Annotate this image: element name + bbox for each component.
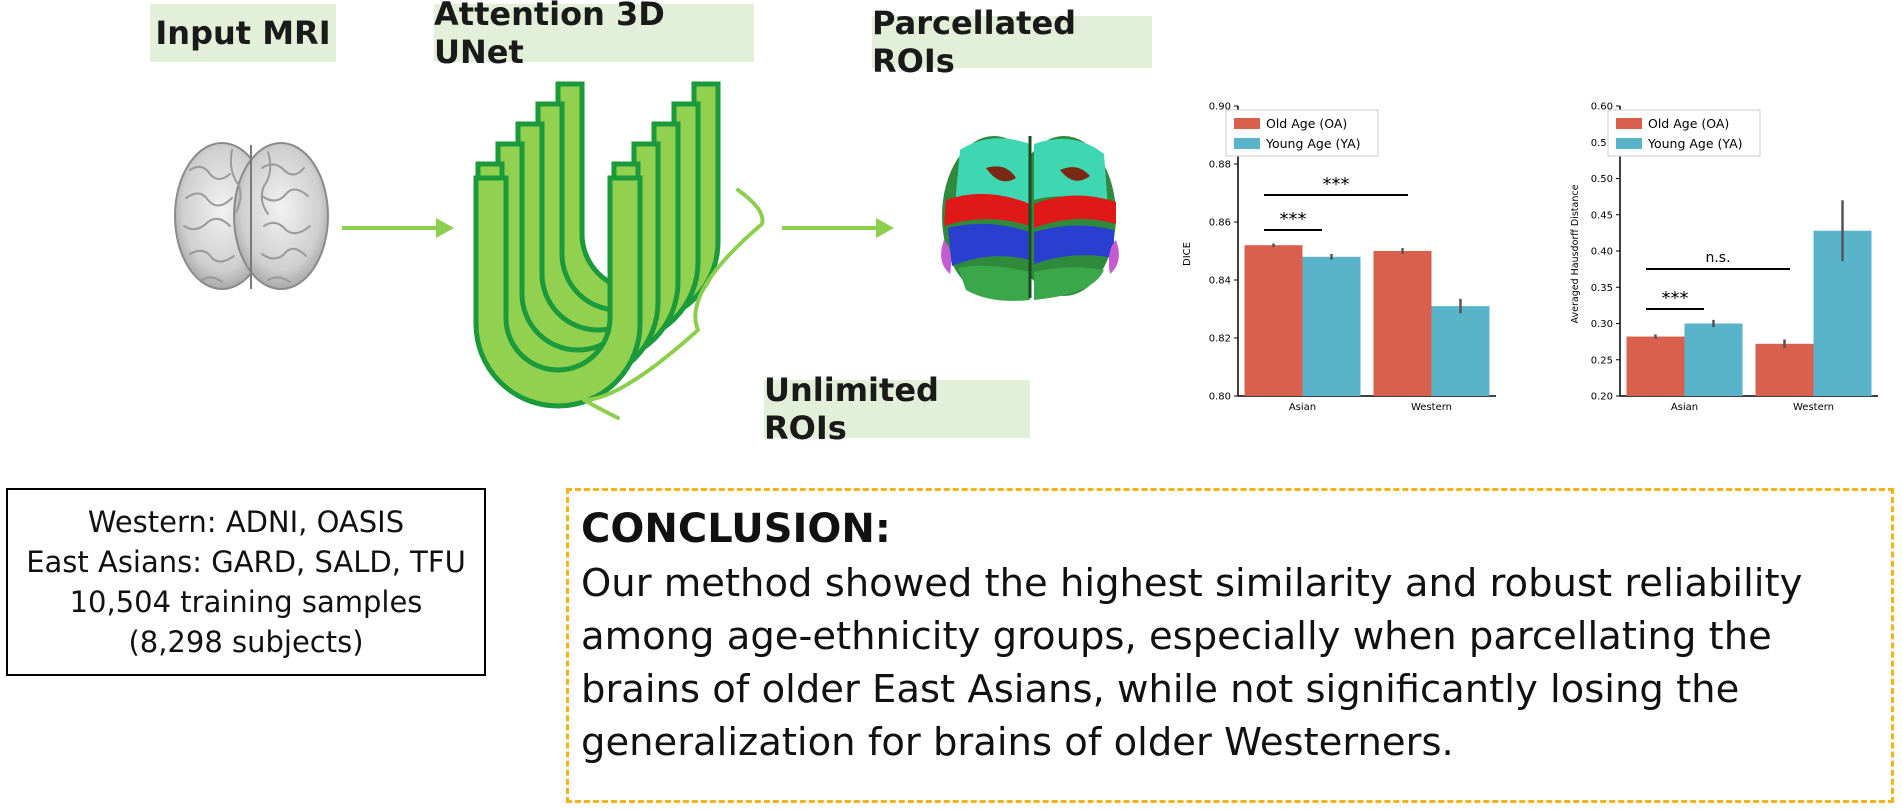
dice-y-axis-label: DICE xyxy=(1182,242,1193,266)
conclusion-box: CONCLUSION: Our method showed the highes… xyxy=(566,488,1894,803)
hausdorff-ytick-label: 0.50 xyxy=(1591,174,1613,185)
parcellated-brain-image xyxy=(941,136,1119,301)
dice-bar-asian-oa xyxy=(1244,245,1303,396)
legend-swatch-oa-2 xyxy=(1616,118,1642,129)
dice-legend: Old Age (OA) Young Age (YA) xyxy=(1225,109,1379,157)
datasets-line-samples: 10,504 training samples xyxy=(69,585,423,619)
dice-ytick-label: 0.90 xyxy=(1209,102,1231,113)
arrow-unet-to-rois xyxy=(782,218,894,238)
conclusion-line: generalization for brains of older Weste… xyxy=(581,720,1454,765)
hausdorff-bar-western-oa xyxy=(1755,343,1814,396)
dice-xtick-label: Western xyxy=(1411,402,1452,413)
hausdorff-bar-asian-oa xyxy=(1626,336,1685,396)
hausdorff-bar-asian-ya xyxy=(1684,323,1743,396)
unet-stack-icon xyxy=(473,81,721,409)
legend-swatch-oa xyxy=(1234,118,1260,129)
hausdorff-ytick-label: 0.45 xyxy=(1591,210,1613,221)
legend-label-ya: Young Age (YA) xyxy=(1265,136,1361,151)
hausdorff-ytick-label: 0.60 xyxy=(1591,102,1613,113)
dice-xtick-label: Asian xyxy=(1289,402,1316,413)
dice-ytick-label: 0.84 xyxy=(1209,276,1231,287)
hausdorff-ytick-label: 0.40 xyxy=(1591,247,1613,258)
conclusion-title: CONCLUSION: xyxy=(581,506,891,552)
hausdorff-legend: Old Age (OA) Young Age (YA) xyxy=(1607,109,1761,157)
sig-label-asian-western-2: n.s. xyxy=(1705,250,1730,266)
conclusion-line: brains of older East Asians, while not s… xyxy=(581,667,1740,712)
dice-ytick-label: 0.86 xyxy=(1209,218,1231,229)
sig-label-asian-western: *** xyxy=(1323,174,1350,195)
input-mri-label: Input MRI xyxy=(150,4,336,62)
legend-label-ya-2: Young Age (YA) xyxy=(1647,136,1743,151)
hausdorff-ytick-label: 0.30 xyxy=(1591,319,1613,330)
hausdorff-ytick-label: 0.25 xyxy=(1591,355,1613,366)
unlimited-rois-brace xyxy=(582,188,765,420)
hausdorff-ytick-label: 0.55 xyxy=(1591,138,1613,149)
dice-ytick-label: 0.80 xyxy=(1209,392,1231,403)
hausdorff-xtick-label: Asian xyxy=(1671,402,1698,413)
dice-ytick-label: 0.82 xyxy=(1209,334,1231,345)
sig-label-asian-oa-ya-2: *** xyxy=(1662,288,1689,309)
unlimited-rois-label: Unlimited ROIs xyxy=(764,371,1030,447)
hausdorff-ytick-label: 0.35 xyxy=(1591,283,1613,294)
datasets-line-subjects: (8,298 subjects) xyxy=(128,625,364,659)
datasets-box: Western: ADNI, OASIS East Asians: GARD, … xyxy=(6,488,486,676)
dice-bar-western-ya xyxy=(1431,306,1490,396)
dice-bar-asian-ya xyxy=(1302,256,1361,396)
legend-swatch-ya-2 xyxy=(1616,138,1642,149)
legend-swatch-ya xyxy=(1234,138,1260,149)
datasets-line-western: Western: ADNI, OASIS xyxy=(87,505,405,539)
datasets-line-east-asian: East Asians: GARD, SALD, TFU xyxy=(26,545,466,579)
conclusion-line: among age-ethnicity groups, especially w… xyxy=(581,614,1772,659)
hausdorff-y-axis-label: Averaged Hausdorff Distance xyxy=(1570,184,1581,323)
legend-label-oa-2: Old Age (OA) xyxy=(1648,116,1729,131)
hausdorff-xtick-label: Western xyxy=(1793,402,1834,413)
conclusion-text: Our method showed the highest similarity… xyxy=(581,557,1875,769)
sig-label-asian-oa-ya: *** xyxy=(1280,209,1307,230)
dice-bar-western-oa xyxy=(1373,251,1432,396)
dice-ytick-label: 0.88 xyxy=(1209,160,1231,171)
conclusion-line: Our method showed the highest similarity… xyxy=(581,561,1803,606)
input-brain-image xyxy=(174,142,329,290)
legend-label-oa: Old Age (OA) xyxy=(1266,116,1347,131)
hausdorff-ytick-label: 0.20 xyxy=(1591,392,1613,403)
arrow-input-to-unet xyxy=(342,218,454,238)
